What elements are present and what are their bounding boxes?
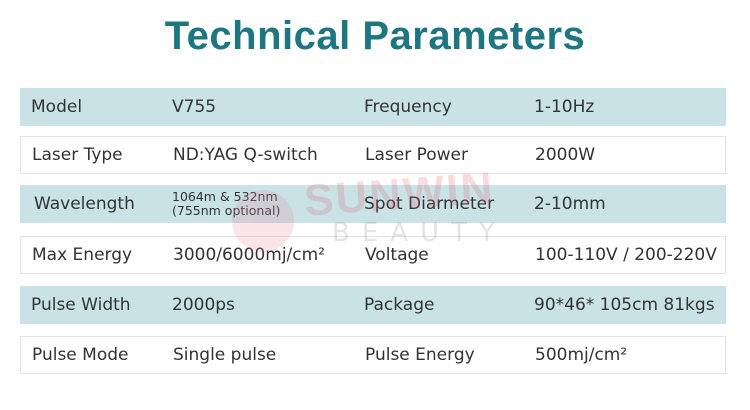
param-label: Frequency xyxy=(364,97,452,117)
param-label: Wavelength xyxy=(34,194,135,214)
param-value: 2000ps xyxy=(172,295,235,315)
param-value: 500mj/cm² xyxy=(535,345,628,365)
param-label: Package xyxy=(364,295,435,315)
table-row: Laser Type ND:YAG Q-switch Laser Power 2000… xyxy=(20,136,726,174)
param-label: Laser Power xyxy=(365,145,468,165)
param-label: Model xyxy=(31,97,83,117)
param-label: Laser Type xyxy=(32,145,123,165)
table-row: Wavelength 1064m & 532nm (755nm optional) S… xyxy=(20,185,726,223)
param-value: 100-110V / 200-220V xyxy=(535,245,717,265)
param-value: 2000W xyxy=(535,145,596,165)
table-row: Model V755 Frequency 1-10Hz xyxy=(20,88,726,126)
value-line: (755nm optional) xyxy=(172,203,281,218)
param-value: Single pulse xyxy=(173,345,277,365)
table-row: Max Energy 3000/6000mj/cm² Voltage 100-110V… xyxy=(20,236,726,274)
param-label: Pulse Energy xyxy=(365,345,475,365)
param-value: 1-10Hz xyxy=(534,97,595,117)
param-label: Max Energy xyxy=(32,245,133,265)
param-value: 90*46* 105cm 81kgs xyxy=(534,295,715,315)
table-row: Pulse Width 2000ps Package 90*46* 105cm 81k… xyxy=(20,286,726,324)
title: Technical Parameters xyxy=(164,14,586,58)
param-label: Pulse Width xyxy=(31,295,131,315)
param-label: Pulse Mode xyxy=(32,345,129,365)
table-row: Pulse Mode Single pulse Pulse Energy 500mj/… xyxy=(20,336,726,374)
value-line: 1064m & 532nm xyxy=(172,189,278,204)
param-value: ND:YAG Q-switch xyxy=(173,145,318,165)
param-value: 3000/6000mj/cm² xyxy=(173,245,325,265)
param-label: Spot Diarmeter xyxy=(364,194,495,214)
param-value: 2-10mm xyxy=(534,194,606,214)
value-cell: 1064m & 532nm (755nm optional) xyxy=(172,185,280,223)
param-label: Voltage xyxy=(365,245,429,265)
param-value: V755 xyxy=(172,97,217,117)
